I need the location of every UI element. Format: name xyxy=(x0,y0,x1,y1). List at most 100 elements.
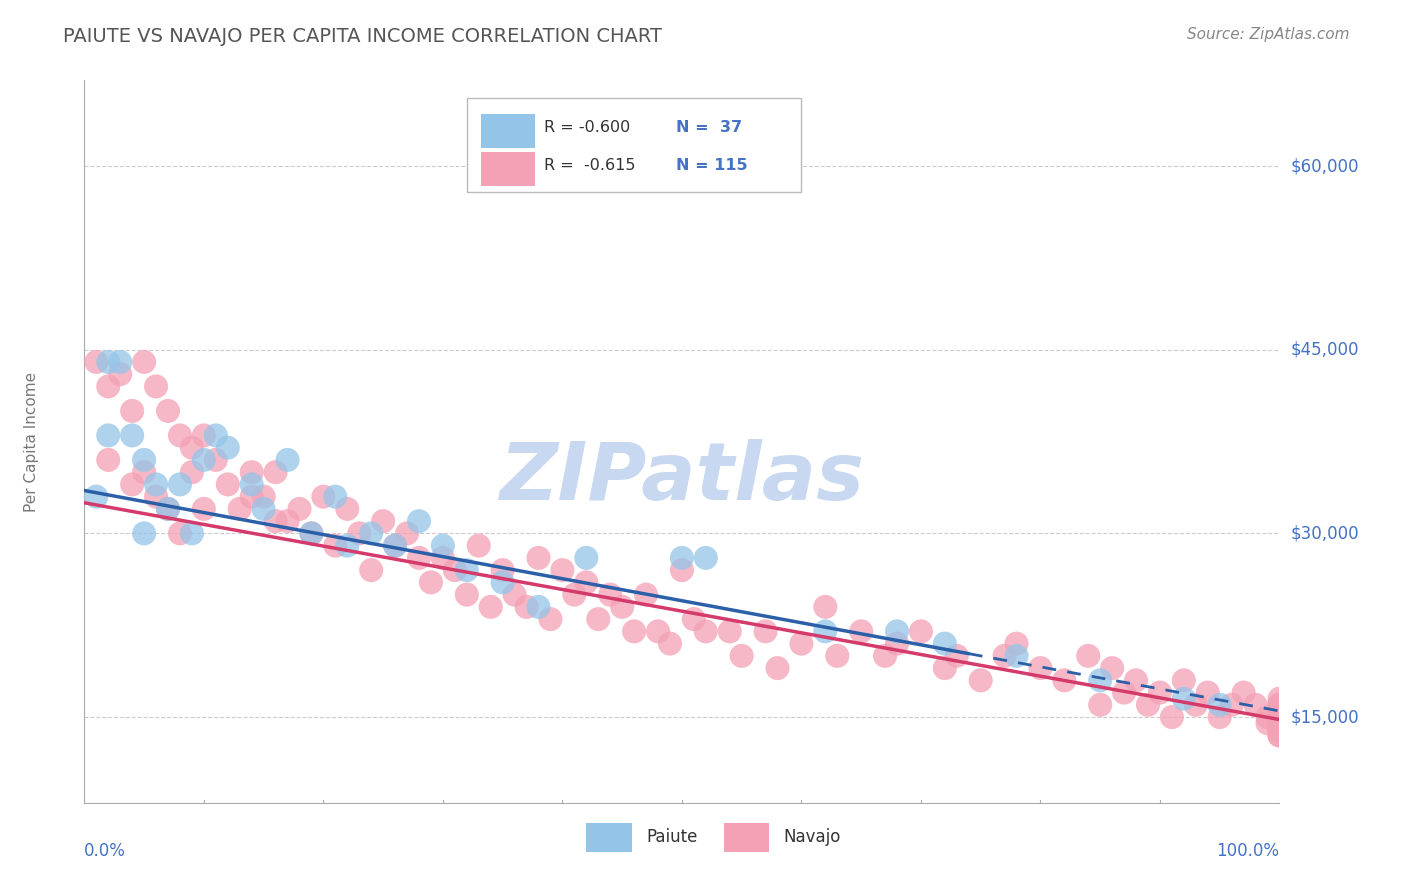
Text: Source: ZipAtlas.com: Source: ZipAtlas.com xyxy=(1187,27,1350,42)
Point xyxy=(132,355,156,369)
Point xyxy=(934,661,956,675)
Point xyxy=(1185,698,1208,712)
Text: $60,000: $60,000 xyxy=(1291,157,1360,175)
Point xyxy=(1268,704,1291,718)
Point xyxy=(86,355,108,369)
Point xyxy=(336,539,359,553)
Point xyxy=(1268,716,1291,731)
Point xyxy=(110,355,132,369)
Point xyxy=(636,588,658,602)
Point xyxy=(169,477,191,491)
Point xyxy=(575,575,598,590)
Point xyxy=(312,490,335,504)
Point xyxy=(277,453,299,467)
Point xyxy=(301,526,323,541)
Point xyxy=(181,526,204,541)
Point xyxy=(157,404,180,418)
Point xyxy=(456,563,478,577)
Point xyxy=(97,428,120,442)
Point xyxy=(420,575,443,590)
Point xyxy=(492,563,515,577)
Point xyxy=(205,428,228,442)
Point xyxy=(1268,691,1291,706)
Point xyxy=(205,453,228,467)
Point xyxy=(349,526,371,541)
Text: PAIUTE VS NAVAJO PER CAPITA INCOME CORRELATION CHART: PAIUTE VS NAVAJO PER CAPITA INCOME CORRE… xyxy=(63,27,662,45)
Point xyxy=(1244,698,1267,712)
Point xyxy=(1257,716,1279,731)
Text: N =  37: N = 37 xyxy=(676,120,742,135)
Text: Paiute: Paiute xyxy=(647,829,697,847)
Point xyxy=(731,648,754,663)
Point xyxy=(408,550,430,565)
Point xyxy=(444,563,467,577)
Point xyxy=(121,477,143,491)
Point xyxy=(970,673,993,688)
Point xyxy=(132,526,156,541)
Point xyxy=(1173,691,1195,706)
Point xyxy=(86,490,108,504)
Point xyxy=(575,550,598,565)
FancyBboxPatch shape xyxy=(481,152,534,186)
Point xyxy=(814,624,837,639)
Point xyxy=(1257,710,1279,724)
Point xyxy=(217,477,239,491)
Point xyxy=(360,563,382,577)
Text: 100.0%: 100.0% xyxy=(1216,842,1279,860)
Point xyxy=(1268,704,1291,718)
Point xyxy=(1268,728,1291,742)
Point xyxy=(1090,673,1112,688)
Point xyxy=(97,355,120,369)
Point xyxy=(157,502,180,516)
Point xyxy=(1268,698,1291,712)
Text: $45,000: $45,000 xyxy=(1291,341,1360,359)
Point xyxy=(623,624,645,639)
Point xyxy=(851,624,873,639)
Point xyxy=(1029,661,1052,675)
Point xyxy=(169,428,191,442)
Point xyxy=(432,539,454,553)
Point xyxy=(1197,685,1219,699)
Point xyxy=(946,648,969,663)
Point xyxy=(1209,710,1232,724)
Point xyxy=(277,514,299,528)
Point xyxy=(875,648,897,663)
Point xyxy=(145,490,167,504)
Point xyxy=(659,637,682,651)
Point xyxy=(325,539,347,553)
Text: Per Capita Income: Per Capita Income xyxy=(24,371,39,512)
Point xyxy=(240,465,263,479)
Point xyxy=(527,599,550,614)
Point xyxy=(1268,723,1291,737)
Point xyxy=(193,502,215,516)
Point xyxy=(240,490,263,504)
Point xyxy=(336,502,359,516)
Point xyxy=(145,477,167,491)
Point xyxy=(325,490,347,504)
Point xyxy=(264,514,287,528)
Point xyxy=(1125,673,1147,688)
Point xyxy=(1268,698,1291,712)
Point xyxy=(1053,673,1076,688)
Point xyxy=(97,453,120,467)
Point xyxy=(1005,648,1028,663)
Point xyxy=(253,490,276,504)
Point xyxy=(217,441,239,455)
Point xyxy=(121,428,143,442)
Point xyxy=(695,624,717,639)
Point xyxy=(240,477,263,491)
Text: Navajo: Navajo xyxy=(783,829,841,847)
Point xyxy=(384,539,406,553)
Point xyxy=(564,588,586,602)
Point xyxy=(181,465,204,479)
Point xyxy=(994,648,1017,663)
Point xyxy=(145,379,167,393)
Point xyxy=(1137,698,1160,712)
Point xyxy=(671,550,693,565)
Point xyxy=(121,404,143,418)
Point xyxy=(599,588,621,602)
Point xyxy=(384,539,406,553)
Point xyxy=(181,441,204,455)
Point xyxy=(264,465,287,479)
Point xyxy=(468,539,491,553)
